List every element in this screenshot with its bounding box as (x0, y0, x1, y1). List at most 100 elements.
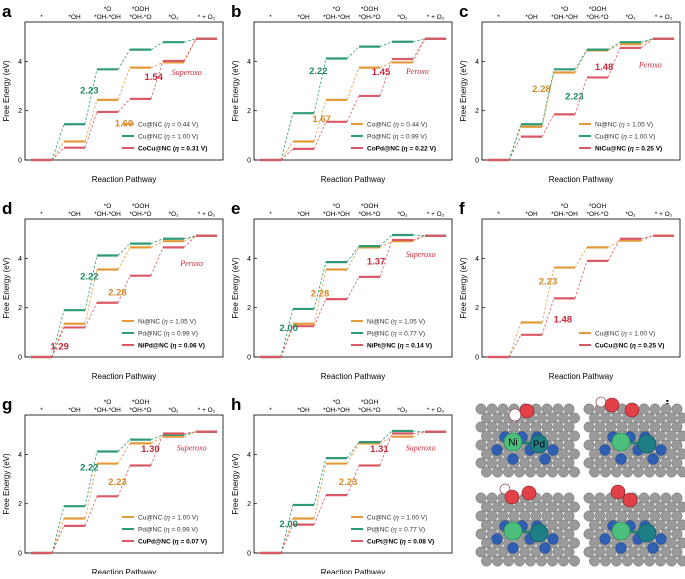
plot-frame (253, 414, 453, 554)
legend-eta-value: = 0.31 V) (179, 145, 207, 152)
legend-eta-symbol: η (404, 145, 408, 152)
carbon-atom (552, 546, 564, 558)
nitrogen-atom (599, 533, 611, 545)
carbon-atom (547, 430, 558, 442)
carbon-atom (594, 510, 606, 522)
x-axis-label: Reaction Pathway (92, 175, 156, 184)
connector (412, 431, 426, 438)
carbon-atom (605, 421, 617, 433)
y-tick-label: 4 (475, 59, 479, 66)
carbon-atom (497, 421, 509, 433)
connector (346, 67, 360, 101)
carbon-atom (486, 457, 498, 469)
carbon-atom (649, 421, 661, 433)
legend-eta-symbol: η (166, 330, 170, 337)
state-label-top: *O (333, 399, 341, 406)
connector (607, 240, 621, 248)
y-axis-label: Free Energy (eV) (2, 453, 11, 515)
connector (607, 238, 621, 262)
legend-entry: Ni@NC (η = 1.05 V) (595, 121, 653, 128)
connector (313, 458, 327, 506)
connector (117, 49, 131, 70)
chart-panel-h: h 0 2 4 * *OH *OH-*OH*O *OH-*O*OOH *O₂ * + O₂ Reac… (231, 395, 453, 577)
ni-atom (611, 432, 631, 452)
carbon-atom (547, 466, 558, 478)
carbon-atom (600, 555, 611, 567)
legend-eta-value: = 1.00 V) (170, 133, 198, 140)
carbon-atom (558, 555, 569, 567)
barrier-annotation: 2.23 (80, 85, 99, 96)
ni-atom (503, 432, 523, 452)
legend-eta-symbol: η (395, 133, 399, 140)
carbon-atom (536, 501, 547, 513)
series-NiPd@NC (30, 234, 218, 359)
legend: Cu@NC (η = 1.00 V) Pt@NC (η = 0.77 V) CuPt… (351, 514, 434, 545)
carbon-atom (600, 501, 611, 513)
carbon-atom (503, 466, 514, 478)
carbon-atom (583, 546, 595, 558)
carbon-atom (671, 421, 683, 433)
connector (117, 439, 131, 452)
panel-letter-b: b (231, 2, 241, 21)
barrier-annotation: 2.22 (80, 271, 99, 282)
carbon-atom (475, 528, 487, 540)
carbon-atom (611, 555, 622, 567)
state-label: * + O₂ (655, 211, 673, 218)
legend-eta-value: = 0.22 V) (408, 145, 436, 152)
carbon-atom (541, 421, 553, 433)
carbon-atom (589, 412, 600, 424)
carbon-atom (481, 537, 492, 549)
chart-panel-d: d 0 2 4 * *OH *OH-*OH*O *OH-*O*OOH *O₂ * + O₂ Reac… (2, 199, 224, 381)
carbon-atom (671, 510, 683, 522)
carbon-atom (552, 421, 564, 433)
carbon-atom (514, 466, 525, 478)
connector (51, 310, 65, 358)
carbon-atom (583, 421, 595, 433)
state-label: *OH-*O (358, 211, 380, 218)
state-label: * + O₂ (427, 211, 445, 218)
carbon-atom (569, 519, 580, 531)
y-tick-label: 4 (18, 256, 22, 263)
carbon-atom (514, 501, 525, 513)
state-label-top: *O (104, 203, 112, 210)
legend-eta-symbol: η (400, 342, 404, 349)
legend-entry: Ni@NC (η = 1.05 V) (367, 318, 425, 325)
y-tick-label: 2 (247, 501, 251, 508)
carbon-atom (655, 519, 666, 531)
legend-entry: Ni@NC (η = 1.05 V) (138, 318, 196, 325)
carbon-atom (486, 421, 498, 433)
structure-view (583, 484, 685, 567)
connector (541, 69, 555, 125)
connector (280, 326, 294, 358)
state-label: *OH-*O (586, 211, 608, 218)
carbon-atom (497, 403, 509, 415)
connector (150, 247, 164, 276)
legend-eta-symbol: η (175, 145, 179, 152)
connector (541, 298, 555, 335)
barrier-annotation: 1.54 (144, 72, 163, 83)
connector (607, 41, 621, 50)
legend-entry: Cu@NC (η = 1.00 V) (138, 133, 198, 140)
connector (412, 38, 426, 43)
carbon-atom (481, 430, 492, 442)
carbon-atom (558, 519, 569, 531)
connector (640, 38, 654, 49)
carbon-atom (594, 546, 606, 558)
state-label: *OH-*O (129, 407, 151, 414)
plot-frame (24, 21, 224, 161)
y-axis-label: Free Energy (eV) (459, 257, 468, 319)
carbon-atom (611, 412, 622, 424)
carbon-atom (677, 555, 685, 567)
carbon-atom (583, 439, 595, 451)
legend-entry: CoPd@NC (η = 0.22 V) (367, 145, 436, 152)
y-axis-label: Free Energy (eV) (231, 60, 240, 122)
legend-entry: Cu@NC (η = 1.00 V) (138, 514, 198, 521)
legend-eta-value: = 0.14 V) (404, 342, 432, 349)
connector (541, 72, 555, 127)
nitrogen-atom (615, 542, 627, 554)
carbon-atom (660, 492, 672, 504)
connector (183, 38, 197, 63)
legend-entry: NiPd@NC (η = 0.06 V) (138, 342, 205, 349)
y-axis-label: Free Energy (eV) (231, 257, 240, 319)
